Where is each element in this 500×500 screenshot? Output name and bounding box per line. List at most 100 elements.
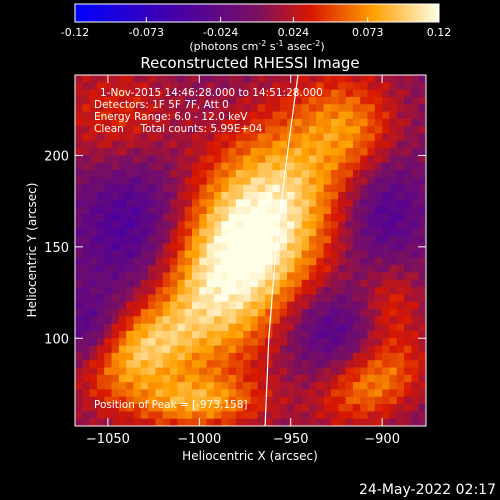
heatmap-cell (140, 338, 149, 346)
heatmap-cell (404, 82, 412, 91)
heatmap-cell (111, 345, 120, 354)
heatmap-cell (396, 294, 405, 303)
heatmap-cell (404, 126, 412, 134)
heatmap-cell (272, 374, 281, 383)
heatmap-cell (411, 206, 420, 215)
heatmap-cell (287, 316, 295, 325)
heatmap-cell (184, 257, 193, 266)
heatmap-cell (89, 330, 98, 339)
heatmap-cell (118, 330, 127, 339)
heatmap-cell (104, 133, 112, 142)
heatmap-cell (235, 96, 244, 105)
heatmap-cell (133, 382, 142, 390)
heatmap-cell (418, 118, 426, 127)
heatmap-cell (82, 323, 91, 332)
heatmap-cell (330, 287, 339, 295)
heatmap-cell (382, 279, 390, 288)
heatmap-cell (301, 82, 310, 91)
heatmap-cell (345, 338, 354, 346)
heatmap-cell (279, 418, 288, 426)
heatmap-cell (89, 316, 98, 325)
heatmap-cell (184, 126, 193, 134)
heatmap-cell (140, 301, 149, 310)
colorbar-unit-label: (photons cm-2 s-1 asec-2) (189, 39, 324, 53)
heatmap-cell (338, 126, 346, 134)
heatmap-cell (206, 316, 215, 325)
heatmap-cell (316, 126, 325, 134)
heatmap-image (75, 75, 426, 426)
heatmap-cell (257, 396, 266, 405)
heatmap-cell (104, 367, 112, 376)
heatmap-cell (272, 294, 281, 303)
heatmap-cell (345, 133, 354, 142)
heatmap-cell (279, 206, 288, 215)
heatmap-cell (404, 323, 412, 332)
heatmap-cell (294, 177, 303, 186)
heatmap-cell (118, 389, 127, 398)
heatmap-cell (199, 170, 208, 178)
heatmap-cell (301, 104, 310, 112)
heatmap-cell (118, 265, 127, 273)
heatmap-cell (272, 309, 281, 317)
heatmap-cell (126, 235, 134, 244)
heatmap-cell (155, 301, 164, 310)
heatmap-cell (228, 162, 237, 171)
heatmap-cell (367, 316, 376, 325)
heatmap-cell (316, 287, 325, 295)
heatmap-cell (96, 75, 105, 83)
heatmap-cell (294, 140, 303, 149)
heatmap-cell (396, 367, 405, 376)
heatmap-cell (206, 257, 215, 266)
heatmap-cell (89, 111, 98, 120)
heatmap-cell (272, 192, 281, 200)
heatmap-cell (352, 235, 361, 244)
heatmap-cell (323, 126, 332, 134)
heatmap-cell (199, 89, 208, 98)
heatmap-cell (374, 192, 383, 200)
heatmap-cell (243, 294, 251, 303)
heatmap-cell (250, 301, 259, 310)
heatmap-cell (382, 360, 390, 368)
heatmap-cell (382, 243, 390, 251)
heatmap-cell (360, 118, 368, 127)
heatmap-cell (382, 111, 390, 120)
heatmap-cell (352, 82, 361, 91)
heatmap-cell (257, 330, 266, 339)
heatmap-cell (309, 89, 317, 98)
heatmap-cell (309, 126, 317, 134)
heatmap-cell (257, 389, 266, 398)
heatmap-cell (250, 389, 259, 398)
heatmap-cell (162, 323, 171, 332)
heatmap-cell (396, 301, 405, 310)
heatmap-cell (279, 389, 288, 398)
heatmap-cell (404, 118, 412, 127)
heatmap-cell (170, 338, 178, 346)
heatmap-cell (82, 221, 91, 229)
heatmap-cell (126, 316, 134, 325)
heatmap-cell (418, 206, 426, 215)
heatmap-cell (111, 82, 120, 91)
heatmap-cell (279, 265, 288, 273)
heatmap-cell (294, 374, 303, 383)
heatmap-cell (184, 140, 193, 149)
heatmap-cell (345, 148, 354, 156)
heatmap-cell (345, 345, 354, 354)
heatmap-cell (309, 170, 317, 178)
heatmap-cell (374, 184, 383, 193)
heatmap-cell (243, 192, 251, 200)
heatmap-cell (389, 184, 398, 193)
heatmap-cell (82, 396, 91, 405)
heatmap-cell (213, 104, 222, 112)
heatmap-cell (89, 75, 98, 83)
heatmap-cell (411, 323, 420, 332)
heatmap-cell (330, 279, 339, 288)
heatmap-cell (404, 389, 412, 398)
heatmap-cell (367, 126, 376, 134)
heatmap-cell (206, 418, 215, 426)
heatmap-cell (148, 104, 156, 112)
heatmap-cell (192, 126, 200, 134)
heatmap-cell (89, 382, 98, 390)
heatmap-cell (206, 265, 215, 273)
heatmap-cell (404, 75, 412, 83)
heatmap-cell (279, 126, 288, 134)
